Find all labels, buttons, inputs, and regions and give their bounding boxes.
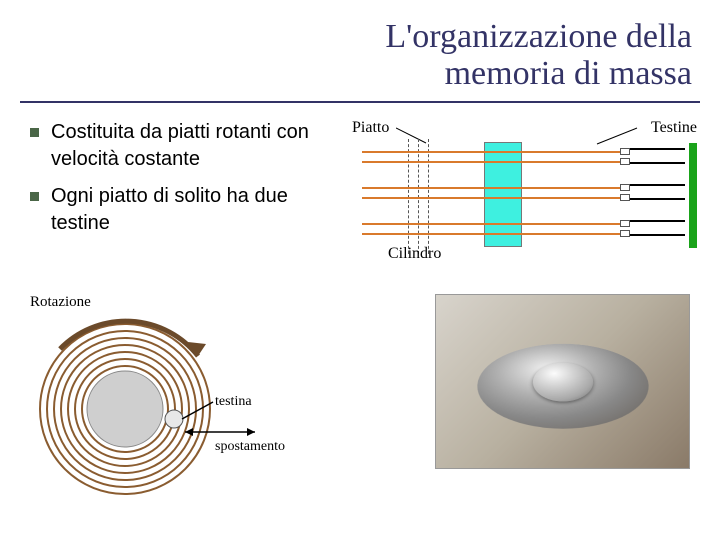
platter-photo-icon	[465, 344, 659, 429]
head-box-icon	[620, 220, 630, 227]
arm-line-icon	[630, 220, 685, 222]
list-item: Costituita da piatti rotanti con velocit…	[30, 119, 352, 173]
head-box-icon	[620, 194, 630, 201]
title-underline	[20, 101, 700, 103]
disk-rotation-diagram: Rotazione testina spostamento	[30, 294, 285, 514]
platter-line-icon	[362, 151, 622, 153]
slide-title: L'organizzazione della memoria di massa	[0, 0, 720, 101]
platter-line-icon	[362, 233, 622, 235]
arm-line-icon	[630, 184, 685, 186]
label-testina: testina	[215, 394, 252, 410]
head-box-icon	[620, 148, 630, 155]
actuator-bar-icon	[689, 143, 697, 248]
label-testine: Testine	[651, 119, 697, 137]
platter-line-icon	[362, 223, 622, 225]
platter-heads-diagram: Piatto Testine Cilindro	[352, 119, 697, 259]
bullet-marker-icon	[30, 128, 39, 137]
spindle-icon	[484, 142, 522, 247]
label-spostamento: spostamento	[215, 439, 285, 455]
content-row: Costituita da piatti rotanti con velocit…	[0, 119, 720, 259]
title-line2: memoria di massa	[445, 55, 692, 92]
head-box-icon	[620, 158, 630, 165]
bullet-text: Costituita da piatti rotanti con velocit…	[51, 119, 352, 173]
platter-line-icon	[362, 187, 622, 189]
list-item: Ogni piatto di solito ha due testine	[30, 183, 352, 237]
arm-line-icon	[630, 198, 685, 200]
bullet-marker-icon	[30, 192, 39, 201]
platter-line-icon	[362, 161, 622, 163]
title-line1: L'organizzazione della	[385, 18, 692, 55]
bullet-list: Costituita da piatti rotanti con velocit…	[12, 119, 352, 259]
platter-line-icon	[362, 197, 622, 199]
bullet-text: Ogni piatto di solito ha due testine	[51, 183, 352, 237]
arm-line-icon	[630, 148, 685, 150]
bottom-row: Rotazione testina spostamento	[0, 259, 720, 514]
testine-pointer-icon	[577, 125, 642, 147]
piatto-pointer-icon	[396, 125, 456, 145]
hub-photo-icon	[531, 363, 595, 402]
label-cilindro: Cilindro	[388, 245, 441, 263]
hard-disk-photo	[435, 294, 690, 469]
arm-line-icon	[630, 234, 685, 236]
head-box-icon	[620, 184, 630, 191]
arm-line-icon	[630, 162, 685, 164]
label-rotazione: Rotazione	[30, 294, 91, 311]
head-box-icon	[620, 230, 630, 237]
label-piatto: Piatto	[352, 119, 389, 137]
